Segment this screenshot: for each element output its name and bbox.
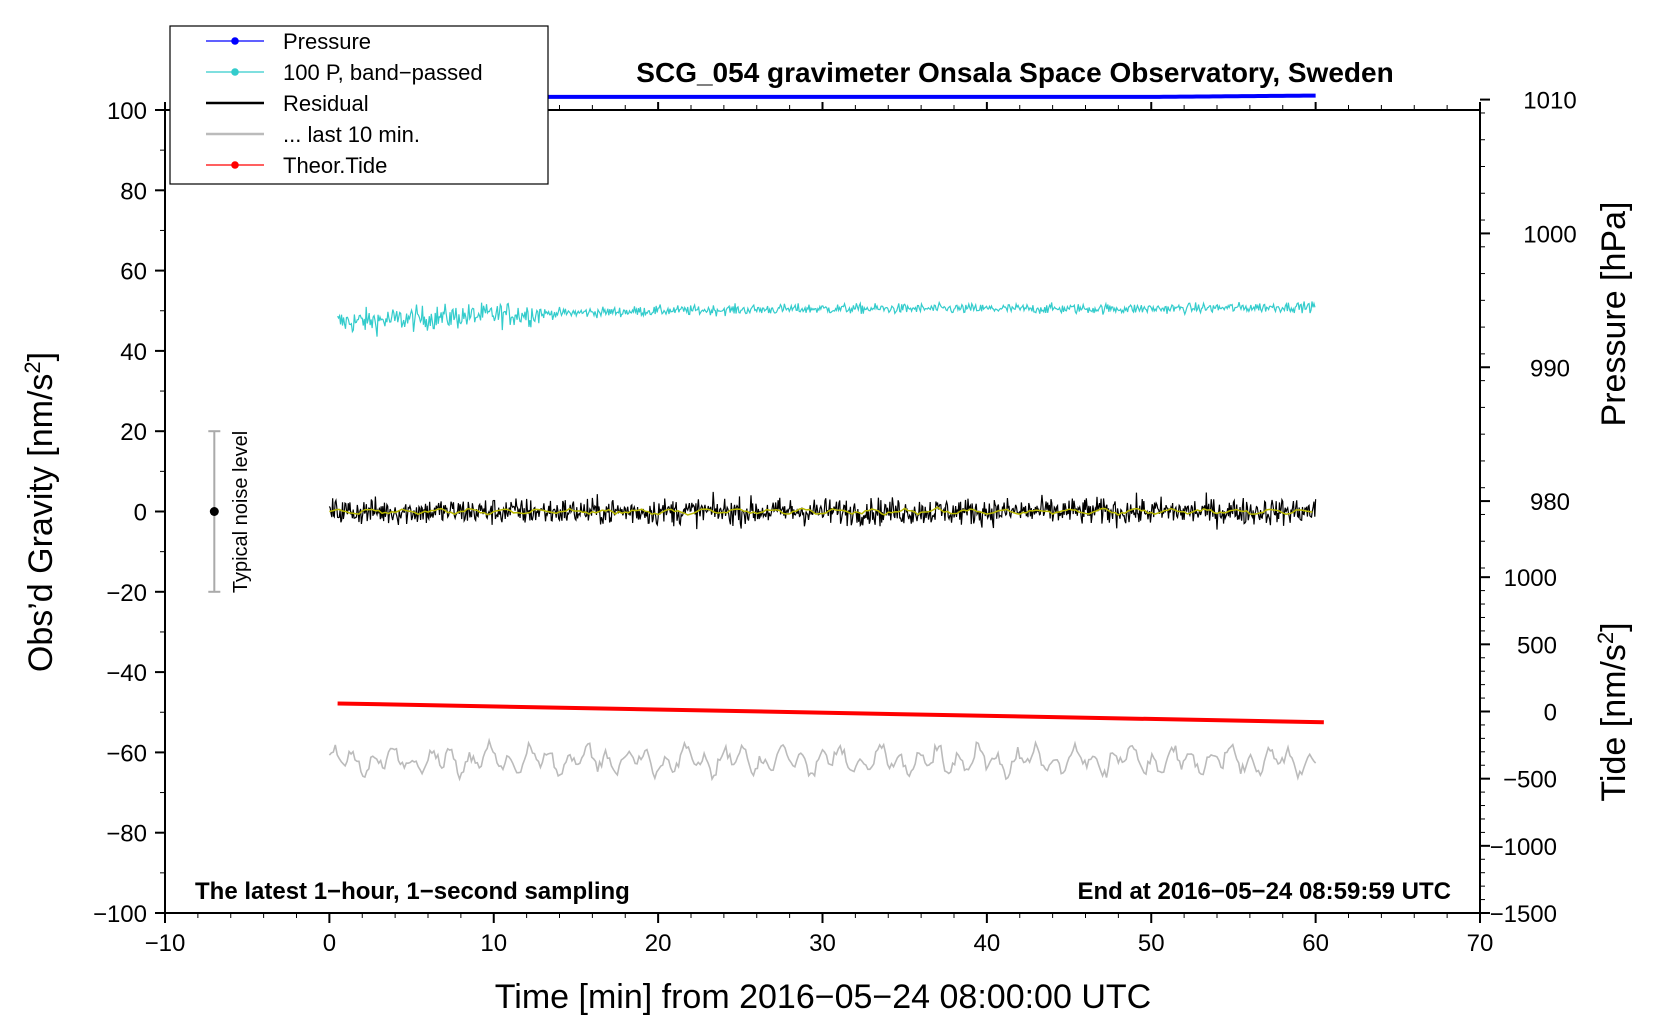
pressure-tick-label: 1000 bbox=[1523, 221, 1576, 248]
tide-axis-ticks: −1500 −1000 −500 0 500 1000 bbox=[1480, 565, 1557, 928]
x-tick-label: 20 bbox=[645, 930, 672, 957]
tide-axis-label: Tide [nm/s2] bbox=[1593, 622, 1633, 801]
series-100-p-band-passed bbox=[337, 300, 1316, 337]
noise-level-label: Typical noise level bbox=[230, 431, 252, 593]
tide-tick-label: −1000 bbox=[1490, 834, 1557, 861]
x-tick-label: 60 bbox=[1302, 930, 1329, 957]
x-tick-label: 10 bbox=[480, 930, 507, 957]
tide-tick-label: 500 bbox=[1517, 632, 1557, 659]
y-tick-label: −80 bbox=[106, 821, 147, 848]
x-tick-label: 30 bbox=[809, 930, 836, 957]
y-tick-label: 80 bbox=[120, 178, 147, 205]
y-tick-label: −100 bbox=[93, 901, 147, 928]
x-tick-label: 50 bbox=[1138, 930, 1165, 957]
legend-marker bbox=[231, 37, 239, 45]
legend-marker bbox=[231, 68, 239, 76]
pressure-axis-label: Pressure [hPa] bbox=[1595, 202, 1633, 427]
y-tick-label: −60 bbox=[106, 740, 147, 767]
tide-tick-label: −500 bbox=[1503, 767, 1557, 794]
pressure-tick-label: 980 bbox=[1530, 489, 1570, 516]
y-axis-label: Obs’d Gravity [nm/s2] bbox=[20, 352, 60, 672]
series-residual-smoothed bbox=[329, 506, 1313, 517]
y-axis-ticks: −100 −80 −60 −40 −20 0 20 40 60 80 100 bbox=[93, 98, 165, 928]
tide-tick-label: −1500 bbox=[1490, 901, 1557, 928]
noise-level-bar bbox=[208, 430, 221, 593]
x-tick-label: 0 bbox=[323, 930, 336, 957]
y-tick-label: −40 bbox=[106, 660, 147, 687]
legend-marker bbox=[231, 161, 239, 169]
legend-box bbox=[169, 25, 549, 185]
pressure-tick-label: 990 bbox=[1530, 355, 1570, 382]
legend-label: 100 P, band−passed bbox=[283, 60, 483, 85]
y-tick-label: 40 bbox=[120, 339, 147, 366]
x-tick-label: −10 bbox=[145, 930, 186, 957]
x-axis-ticks: −10 0 10 20 30 40 50 60 70 bbox=[145, 102, 1494, 957]
series-theor-tide bbox=[337, 701, 1324, 725]
tide-tick-label: 0 bbox=[1544, 700, 1557, 727]
legend-label: ... last 10 min. bbox=[283, 122, 420, 147]
annotation-end-time: End at 2016−05−24 08:59:59 UTC bbox=[1077, 878, 1451, 905]
x-tick-label: 40 bbox=[974, 930, 1001, 957]
pressure-tick-label: 1010 bbox=[1523, 88, 1576, 115]
pressure-axis-ticks: 9809901000101010201030 bbox=[1480, 88, 1577, 569]
x-tick-label: 70 bbox=[1467, 930, 1494, 957]
y-tick-label: 100 bbox=[107, 98, 147, 125]
y-tick-label: 0 bbox=[134, 500, 147, 527]
noise-bar-center-dot bbox=[209, 507, 219, 516]
legend-label: Residual bbox=[283, 91, 369, 116]
legend: Pressure 100 P, band−passed Residual ... la… bbox=[169, 25, 549, 185]
series-residual bbox=[328, 491, 1317, 530]
annotation-sampling: The latest 1−hour, 1−second sampling bbox=[195, 878, 630, 905]
y-tick-label: 60 bbox=[120, 259, 147, 286]
y-tick-label: 20 bbox=[120, 419, 147, 446]
chart-title: SCG_054 gravimeter Onsala Space Observat… bbox=[636, 57, 1393, 88]
series-last-10-min bbox=[328, 737, 1317, 782]
series-layer bbox=[328, 93, 1324, 782]
tide-tick-label: 1000 bbox=[1504, 565, 1557, 592]
legend-label: Pressure bbox=[283, 29, 371, 54]
x-axis-label: Time [min] from 2016−05−24 08:00:00 UTC bbox=[495, 978, 1151, 1016]
legend-label: Theor.Tide bbox=[283, 153, 387, 178]
y-tick-label: −20 bbox=[106, 580, 147, 607]
